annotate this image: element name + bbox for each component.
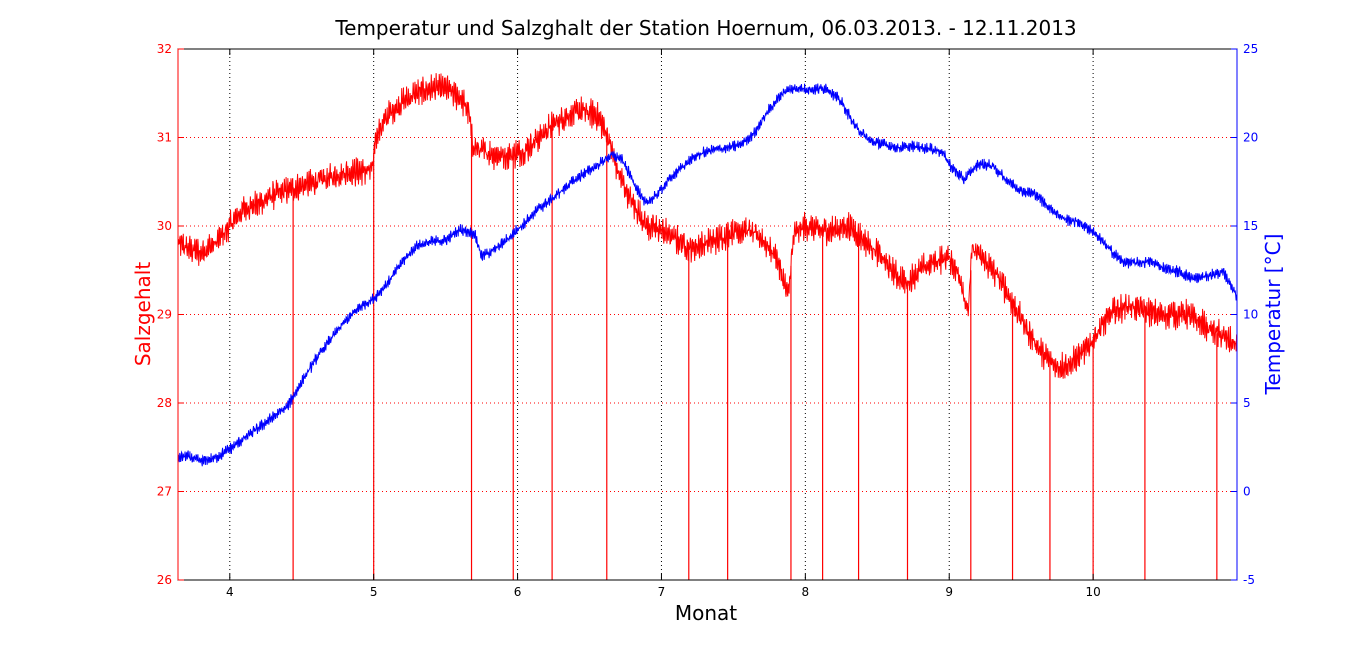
chart-title: Temperatur und Salzghalt der Station Hoe… <box>334 16 1076 40</box>
right-tick-label: 5 <box>1243 396 1251 410</box>
x-tick-label: 10 <box>1085 585 1100 599</box>
left-tick-label: 31 <box>157 131 172 145</box>
series-layer <box>177 73 1238 580</box>
left-tick-label: 32 <box>157 42 172 56</box>
x-tick-label: 6 <box>514 585 522 599</box>
left-tick-label: 27 <box>157 485 172 499</box>
right-tick-label: 25 <box>1243 42 1258 56</box>
right-tick-label: 10 <box>1243 308 1258 322</box>
ticks: 4 5 6 7 8 9 10 26 27 28 29 30 31 32 -5 0 5 10 15 20 25 <box>157 42 1259 599</box>
right-tick-label: -5 <box>1243 573 1255 587</box>
right-tick-label: 0 <box>1243 485 1251 499</box>
right-tick-label: 20 <box>1243 131 1258 145</box>
x-tick-label: 9 <box>945 585 953 599</box>
x-tick-label: 8 <box>802 585 810 599</box>
grid <box>178 49 1237 580</box>
left-tick-label: 28 <box>157 396 172 410</box>
right-tick-label: 15 <box>1243 219 1258 233</box>
left-tick-label: 29 <box>157 308 172 322</box>
x-tick-label: 4 <box>226 585 234 599</box>
series-line-0 <box>177 73 1238 379</box>
left-tick-label: 30 <box>157 219 172 233</box>
x-tick-label: 7 <box>658 585 666 599</box>
right-y-axis-label: Temperatur [°C] <box>1261 234 1285 396</box>
x-axis-label: Monat <box>675 601 737 625</box>
left-tick-label: 26 <box>157 573 172 587</box>
left-y-axis-label: Salzgehalt <box>131 262 155 366</box>
x-tick-label: 5 <box>370 585 378 599</box>
series-line-1 <box>177 83 1238 467</box>
